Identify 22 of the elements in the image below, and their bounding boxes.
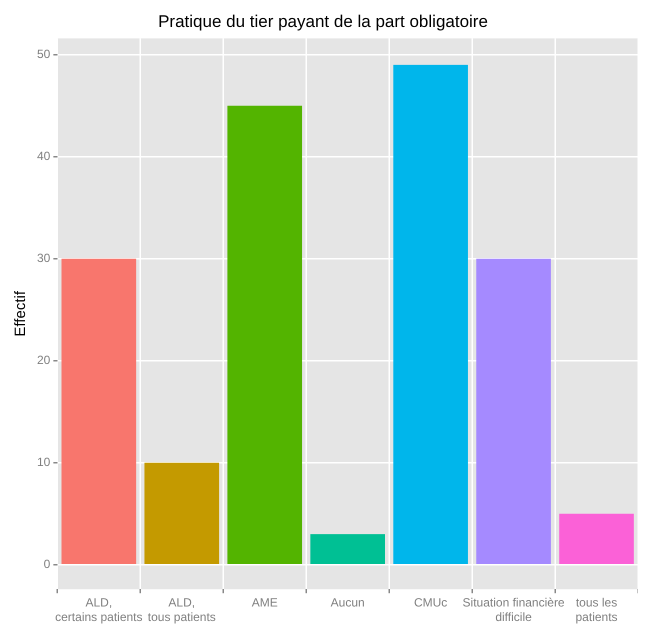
bar [310,534,385,564]
y-tick-label: 30 [36,251,51,266]
bar [393,64,468,564]
y-tick-label: 0 [44,557,51,572]
bar [559,514,634,564]
bar [476,258,551,564]
y-tick-label: 40 [36,149,51,164]
bar [61,258,136,564]
y-tick-label: 50 [36,47,51,62]
y-axis-title: Effectif [12,290,30,337]
x-tick-label: Aucun [330,596,365,610]
bar [227,106,302,564]
y-tick-label: 10 [36,455,51,470]
x-tick-label: tous les patients [576,596,618,624]
x-tick-label: ALD, tous patients [148,596,216,624]
bar [144,462,220,564]
x-tick-label: Situation financière difficile [462,596,565,624]
chart-title: Pratique du tier payant de la part obligatoire [158,12,488,31]
x-tick-label: ALD, certains patients [55,596,143,624]
x-tick-label: CMUc [414,596,448,610]
y-tick-label: 20 [36,353,51,368]
x-tick-label: AME [252,596,278,610]
